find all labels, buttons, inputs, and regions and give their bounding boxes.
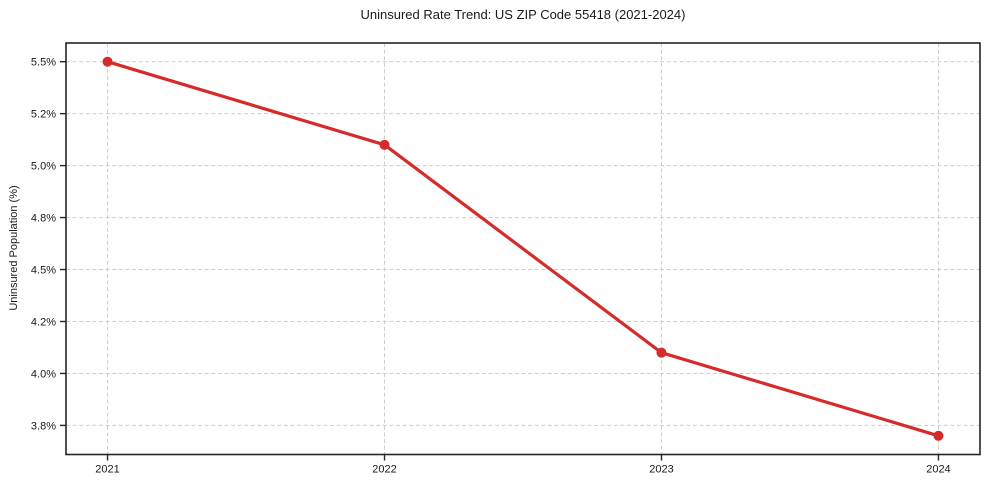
x-tick-label: 2021: [95, 464, 119, 476]
y-axis-label: Uninsured Population (%): [8, 185, 20, 311]
y-tick-label: 4.5%: [31, 265, 56, 277]
y-tick-label: 4.0%: [31, 368, 56, 380]
x-tick-label: 2022: [372, 464, 396, 476]
chart-title: Uninsured Rate Trend: US ZIP Code 55418 …: [360, 7, 686, 22]
y-tick-label: 4.2%: [31, 316, 56, 328]
data-point-marker: [933, 430, 944, 441]
y-tick-label: 3.8%: [31, 420, 56, 432]
axes-spines: [65, 42, 981, 456]
y-tick-label: 4.8%: [31, 213, 56, 225]
x-tick-label: 2023: [649, 464, 673, 476]
y-tick-label: 5.0%: [31, 161, 56, 173]
data-point-marker: [102, 56, 113, 67]
y-tick-label: 5.5%: [31, 57, 56, 69]
data-point-marker: [379, 139, 390, 150]
x-tick-label: 2024: [926, 464, 950, 476]
y-tick-label: 5.2%: [31, 109, 56, 121]
data-point-marker: [656, 347, 667, 358]
trend-line: [105, 60, 941, 438]
